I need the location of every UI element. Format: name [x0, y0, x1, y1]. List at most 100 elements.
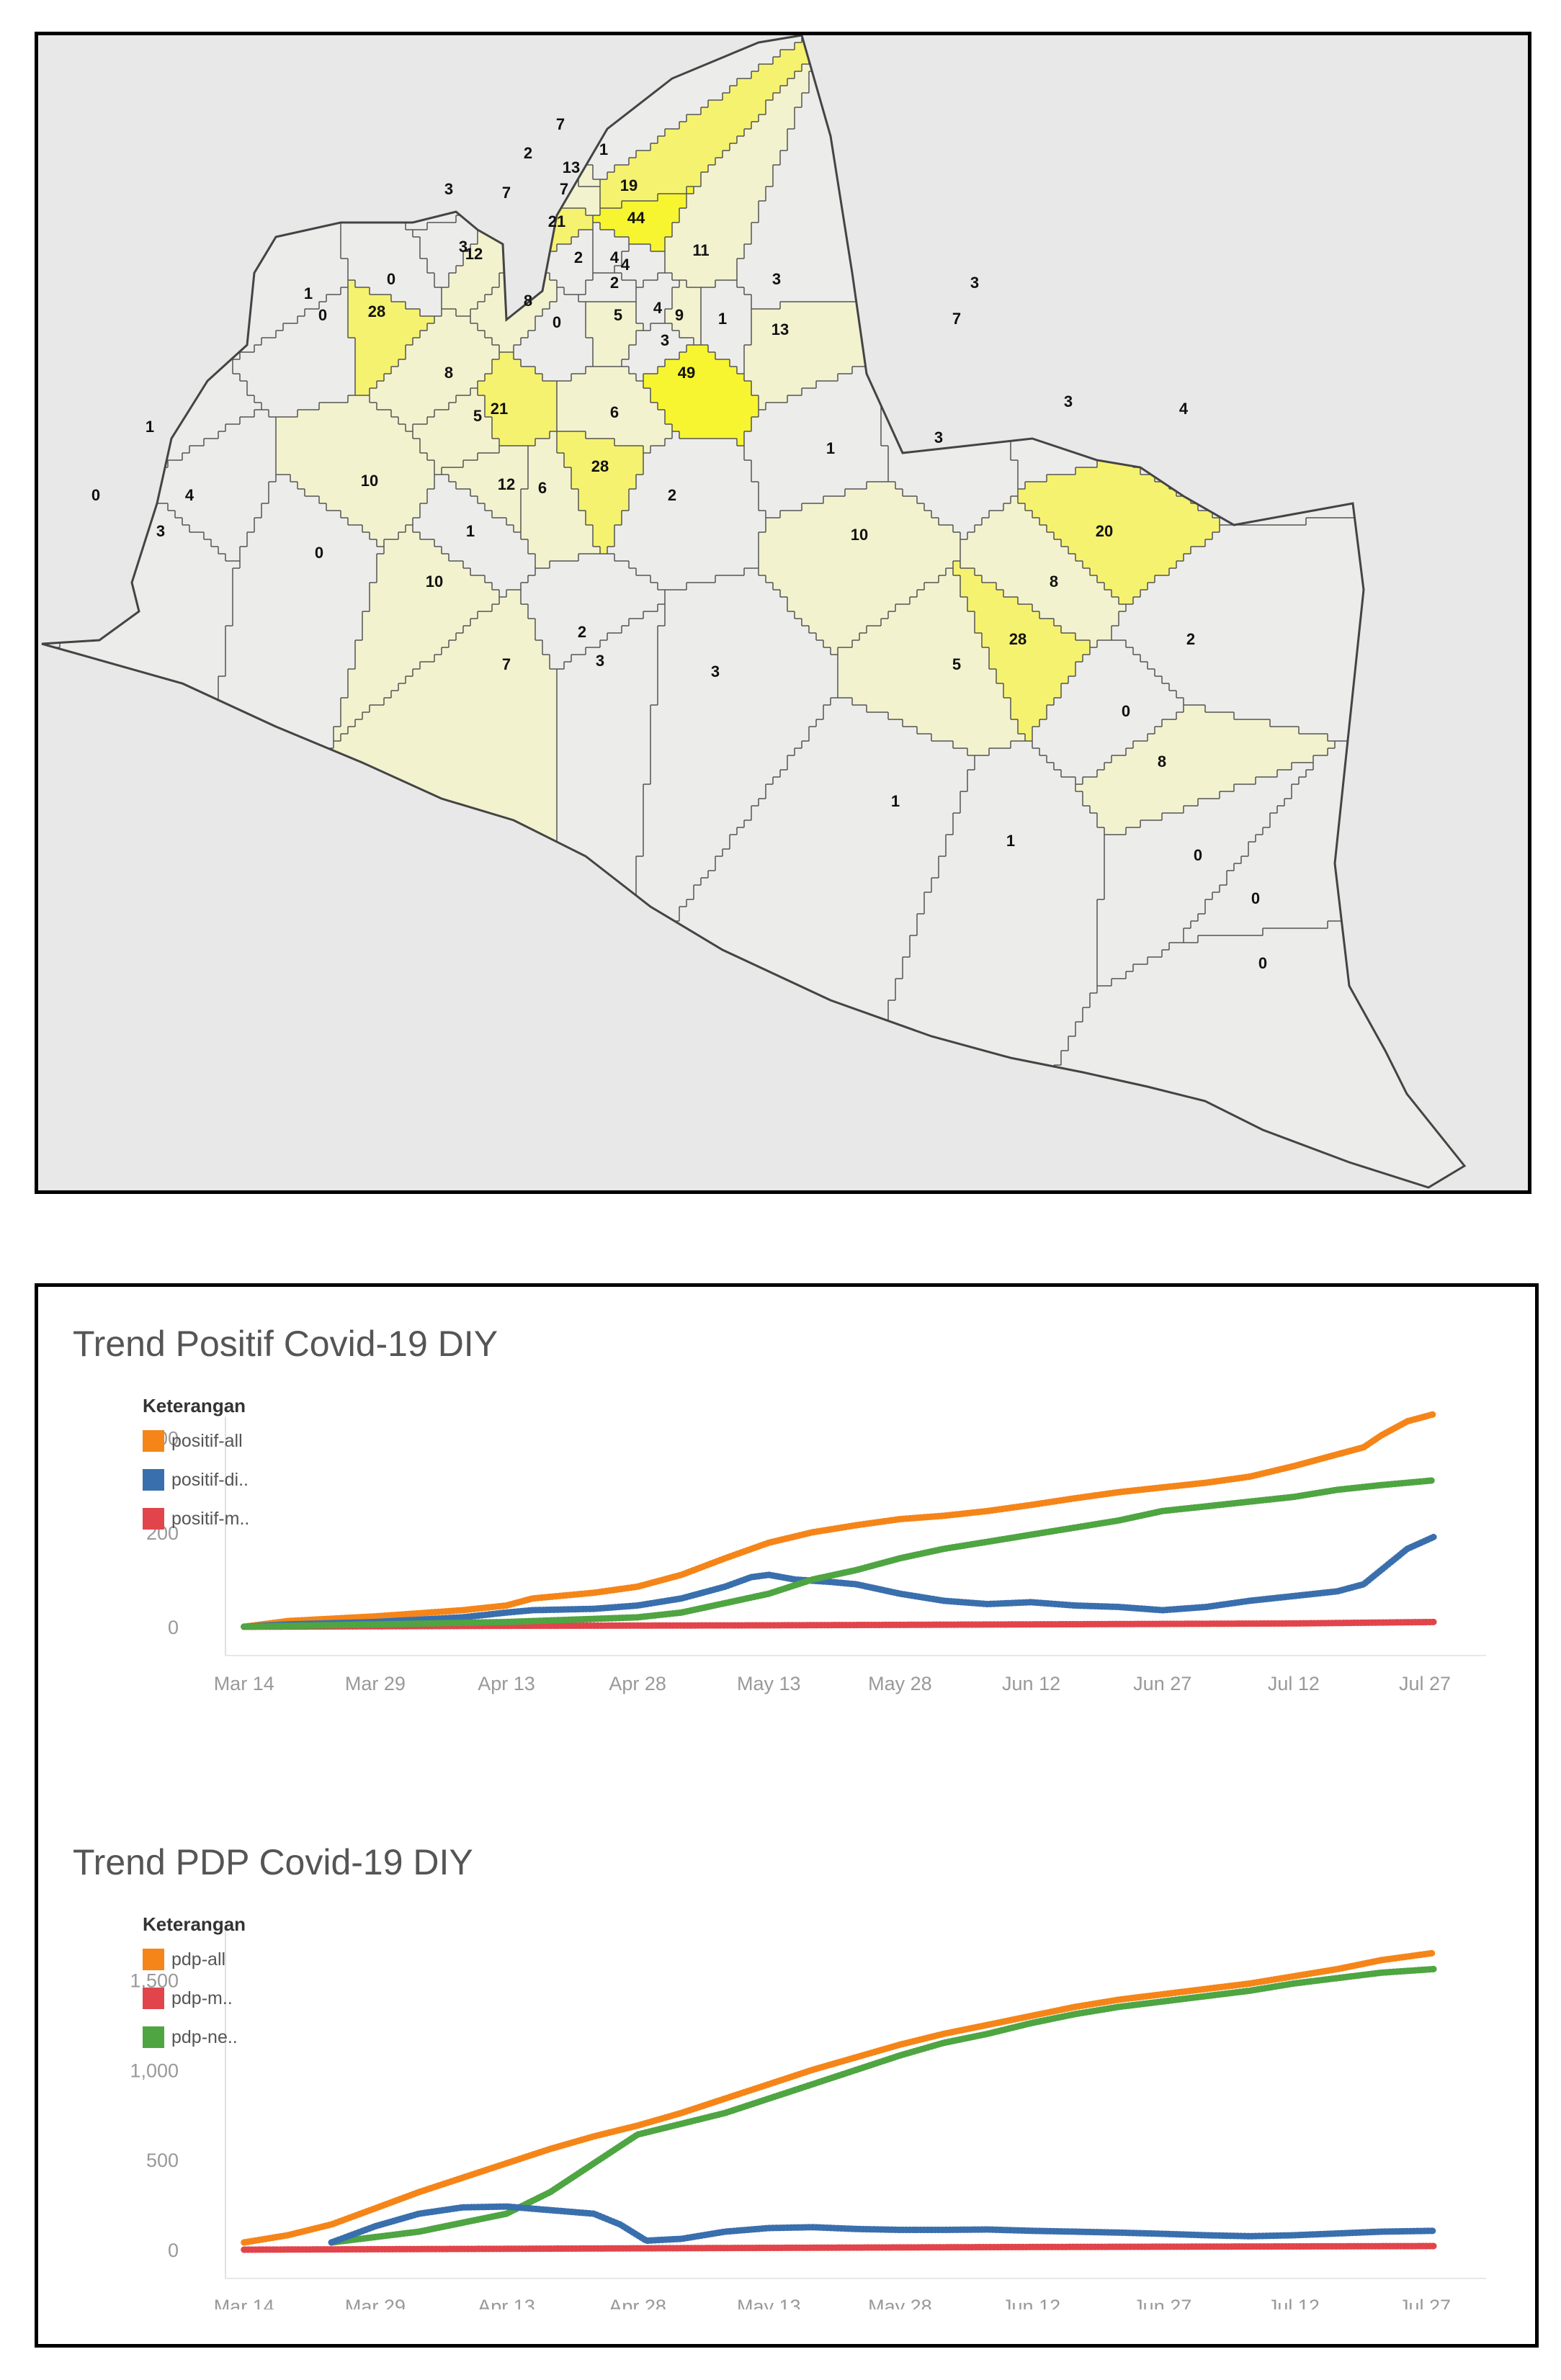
map-region[interactable]: [557, 431, 644, 554]
map-region[interactable]: [442, 223, 522, 317]
map-region[interactable]: [960, 496, 1127, 648]
series-line-pdp-negatif[interactable]: [328, 1965, 1437, 2246]
map-region[interactable]: [593, 223, 630, 274]
legend-label: positif-di..: [171, 1469, 249, 1490]
legend-item-pdp-all[interactable]: pdp-all: [143, 1940, 246, 1979]
map-region[interactable]: [557, 367, 673, 454]
legend-item-positif-dirawat[interactable]: positif-di..: [143, 1460, 249, 1499]
map-region[interactable]: [838, 568, 1026, 756]
region-case-count: 7: [556, 115, 565, 133]
map-region[interactable]: [953, 561, 1091, 742]
region-case-count: 12: [465, 245, 483, 263]
x-tick-label: May 28: [868, 2296, 932, 2309]
x-tick-label: Jul 12: [1268, 2296, 1320, 2309]
series-line-core-positif-all: [243, 1412, 1434, 1629]
region-case-count: 9: [675, 306, 684, 324]
y-tick-label: 0: [168, 2240, 179, 2261]
region-case-count: 3: [661, 331, 669, 349]
map-region[interactable]: [1032, 640, 1184, 785]
legend-label: pdp-ne..: [171, 2026, 238, 2047]
region-case-count: 2: [574, 248, 583, 266]
map-region[interactable]: [614, 244, 666, 288]
map-region[interactable]: [1112, 518, 1528, 742]
legend-label: pdp-m..: [171, 1988, 233, 2008]
map-region[interactable]: [514, 287, 594, 382]
map-region[interactable]: [622, 323, 694, 382]
region-case-count: 4: [653, 299, 663, 317]
province-outline: [41, 35, 1467, 1189]
chart-title-positif: Trend Positif Covid-19 DIY: [73, 1324, 498, 1364]
map-region[interactable]: [744, 302, 875, 410]
map-region[interactable]: [586, 302, 644, 367]
series-line-positif-all[interactable]: [241, 1411, 1437, 1630]
map-region[interactable]: [629, 568, 838, 979]
map-region[interactable]: [744, 359, 889, 518]
map-region[interactable]: [535, 230, 594, 295]
series-line-pdp-all[interactable]: [241, 1949, 1437, 2246]
series-line-core-pdp-dirawat: [331, 2204, 1434, 2245]
region-case-count: 1: [826, 439, 835, 457]
region-case-count: 28: [591, 457, 609, 475]
map-region[interactable]: [521, 554, 666, 670]
map-region[interactable]: [478, 352, 558, 446]
x-tick-label: Jul 27: [1399, 2296, 1451, 2309]
x-tick-label: Apr 13: [478, 2296, 535, 2309]
charts-panel: Trend Positif Covid-19 DIY 0200400Mar 14…: [35, 1283, 1539, 2348]
chart-title-pdp: Trend PDP Covid-19 DIY: [73, 1842, 473, 1882]
map-region[interactable]: [521, 431, 601, 569]
legend-swatch-pdp-negatif: [143, 2026, 164, 2048]
region-case-count: 20: [1096, 522, 1113, 540]
series-line-core-pdp-negatif: [331, 1967, 1434, 2245]
legend-item-positif-all[interactable]: positif-all: [143, 1422, 249, 1460]
x-tick-label: Apr 13: [478, 1673, 535, 1694]
map-region[interactable]: [607, 431, 766, 590]
legend-item-pdp-negatif[interactable]: pdp-ne..: [143, 2018, 246, 2057]
legend-label: pdp-all: [171, 1949, 226, 1970]
region-case-count: 7: [502, 184, 511, 202]
x-tick-label: May 13: [737, 2296, 801, 2309]
map-region[interactable]: [643, 345, 759, 446]
region-case-count: 6: [538, 479, 547, 497]
region-case-count: 21: [491, 400, 508, 418]
map-region[interactable]: [1097, 763, 1314, 987]
map-region[interactable]: [334, 179, 442, 317]
x-tick-label: Apr 28: [609, 1673, 666, 1694]
region-case-count: 0: [387, 270, 395, 288]
region-case-count: 3: [1064, 392, 1073, 410]
series-line-core-pdp-all: [243, 1951, 1434, 2245]
region-case-count: 1: [304, 284, 313, 302]
map-region[interactable]: [334, 525, 500, 742]
x-tick-label: Jul 12: [1268, 1673, 1320, 1694]
region-case-count: 8: [524, 292, 532, 310]
map-region[interactable]: [578, 273, 637, 302]
series-line-core-positif-sembuh: [243, 1478, 1434, 1629]
region-case-count: 13: [771, 320, 789, 338]
map-region[interactable]: [442, 446, 529, 533]
map-region[interactable]: [665, 280, 702, 346]
map-region[interactable]: [665, 57, 817, 288]
region-case-count: 1: [891, 792, 900, 810]
map-region[interactable]: [413, 388, 500, 475]
region-case-count: 0: [1122, 702, 1130, 720]
map-region[interactable]: [701, 280, 752, 374]
map-region[interactable]: [370, 309, 500, 432]
map-region[interactable]: [146, 410, 277, 562]
region-case-count: 2: [578, 623, 586, 641]
map-region[interactable]: [600, 35, 824, 209]
map-region[interactable]: [1018, 460, 1220, 605]
x-tick-label: Jun 12: [1002, 1673, 1060, 1694]
region-case-count: 3: [459, 238, 468, 256]
map-region[interactable]: [593, 187, 694, 252]
region-case-count: 28: [368, 302, 385, 320]
map-region[interactable]: [1075, 705, 1336, 835]
legend-item-pdp-meninggal[interactable]: pdp-m..: [143, 1979, 246, 2018]
map-region[interactable]: [233, 287, 356, 418]
map-region[interactable]: [276, 395, 435, 547]
map-region[interactable]: [759, 482, 961, 655]
map-region[interactable]: [348, 280, 435, 396]
region-case-count: 5: [614, 306, 622, 324]
map-region[interactable]: [636, 273, 680, 331]
legend-item-positif-meninggal[interactable]: positif-m..: [143, 1499, 249, 1538]
region-case-count: 6: [610, 403, 619, 421]
map-region[interactable]: [413, 475, 536, 598]
